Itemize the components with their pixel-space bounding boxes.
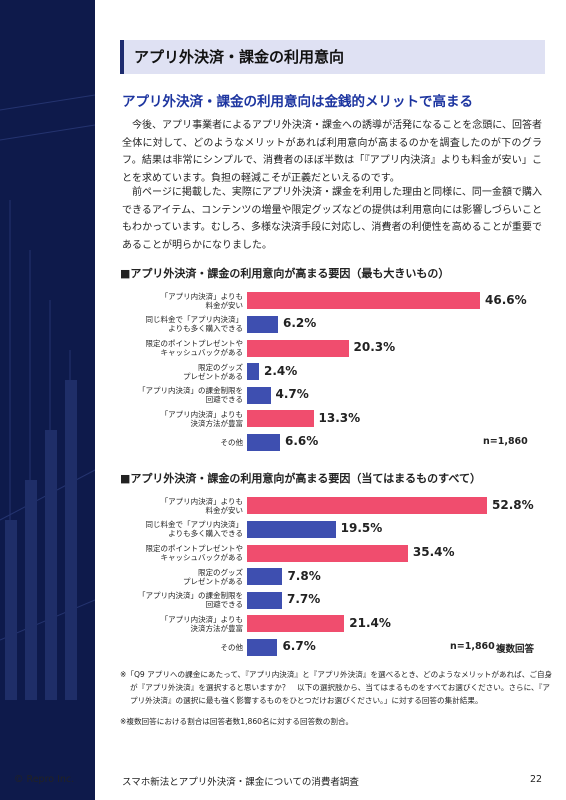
bar bbox=[247, 544, 408, 562]
chart-title: ■アプリ外決済・課金の利用意向が高まる要因（最も大きいもの） bbox=[120, 267, 450, 280]
value-label: 52.8% bbox=[492, 497, 534, 512]
paragraph: 今後、アプリ事業者によるアプリ外決済・課金への誘導が活発になることを念頭に、回答… bbox=[122, 120, 542, 184]
category-label: その他 bbox=[220, 642, 244, 652]
sidebar-decoration bbox=[0, 94, 96, 700]
category-label: その他 bbox=[220, 437, 244, 447]
bar bbox=[247, 315, 278, 333]
bar bbox=[247, 638, 278, 656]
value-label: 6.7% bbox=[282, 639, 316, 654]
value-label: 6.2% bbox=[283, 316, 317, 331]
chart-note: 複数回答 bbox=[496, 644, 535, 656]
bar bbox=[247, 615, 345, 633]
value-label: 7.7% bbox=[287, 592, 321, 607]
value-label: 21.4% bbox=[349, 615, 391, 630]
category-label: 限定のグッズ プレゼントがある bbox=[183, 362, 243, 381]
category-label: 限定のグッズ プレゼントがある bbox=[183, 567, 243, 586]
bar bbox=[247, 363, 259, 381]
value-label: 4.7% bbox=[275, 387, 309, 402]
bar bbox=[247, 520, 336, 538]
chart-note: n=1,860 bbox=[450, 641, 495, 653]
paragraph: 前ページに掲載した、実際にアプリ外決済・課金を利用した理由と同様に、同一金額で購… bbox=[122, 187, 542, 251]
bar bbox=[247, 433, 280, 451]
category-label: 限定のポイントプレゼントや キャッシュバックがある bbox=[145, 544, 244, 562]
bar bbox=[247, 497, 487, 515]
value-label: 6.6% bbox=[285, 434, 319, 449]
category-label: 「アプリ内決済」よりも 料金が安い bbox=[160, 496, 243, 515]
copyright: © Repro Inc. bbox=[14, 774, 75, 785]
bar bbox=[247, 568, 283, 586]
value-label: 13.3% bbox=[318, 410, 361, 425]
subtitle: アプリ外決済・課金の利用意向は金銭的メリットで高まる bbox=[122, 94, 473, 110]
category-label: 同じ料金で「アプリ内決済」 よりも多く購入できる bbox=[145, 315, 244, 334]
value-label: 7.8% bbox=[287, 568, 321, 583]
value-label: 19.5% bbox=[340, 521, 383, 536]
bar bbox=[247, 591, 282, 609]
page-number: 22 bbox=[530, 774, 543, 785]
section-title: アプリ外決済・課金の利用意向 bbox=[120, 40, 545, 74]
bar bbox=[247, 386, 271, 404]
sidebar bbox=[0, 0, 96, 800]
value-label: 46.6% bbox=[485, 292, 527, 307]
category-label: 「アプリ内決済」よりも 決済方法が豊富 bbox=[160, 409, 243, 428]
category-label: 「アプリ内決済」の課金制限を 回避できる bbox=[138, 591, 243, 610]
chart-note: n=1,860 bbox=[483, 436, 528, 448]
value-label: 35.4% bbox=[412, 545, 455, 559]
footer-title: スマホ新法とアプリ外決済・課金についての消費者調査 bbox=[122, 777, 359, 788]
category-label: 同じ料金で「アプリ内決済」 よりも多く購入できる bbox=[145, 520, 244, 539]
category-label: 「アプリ内決済」の課金制限を 回避できる bbox=[138, 386, 243, 405]
bar bbox=[247, 339, 349, 357]
value-label: 2.4% bbox=[264, 363, 298, 378]
bar bbox=[247, 410, 314, 428]
bar bbox=[247, 292, 480, 310]
category-label: 「アプリ内決済」よりも 決済方法が豊富 bbox=[160, 614, 243, 633]
footnote: ※複数回答における割合は回答者数1,860名に対する回答数の割合。 bbox=[120, 717, 354, 726]
chart-title: ■アプリ外決済・課金の利用意向が高まる要因（当てはまるものすべて） bbox=[120, 472, 481, 485]
category-label: 限定のポイントプレゼントや キャッシュバックがある bbox=[145, 339, 244, 357]
category-label: 「アプリ内決済」よりも 料金が安い bbox=[160, 291, 243, 310]
footnote: ※「Q9 アプリへの課金にあたって、『アプリ内決済』と『アプリ外決済』を選べると… bbox=[120, 670, 553, 705]
value-label: 20.3% bbox=[353, 340, 396, 354]
